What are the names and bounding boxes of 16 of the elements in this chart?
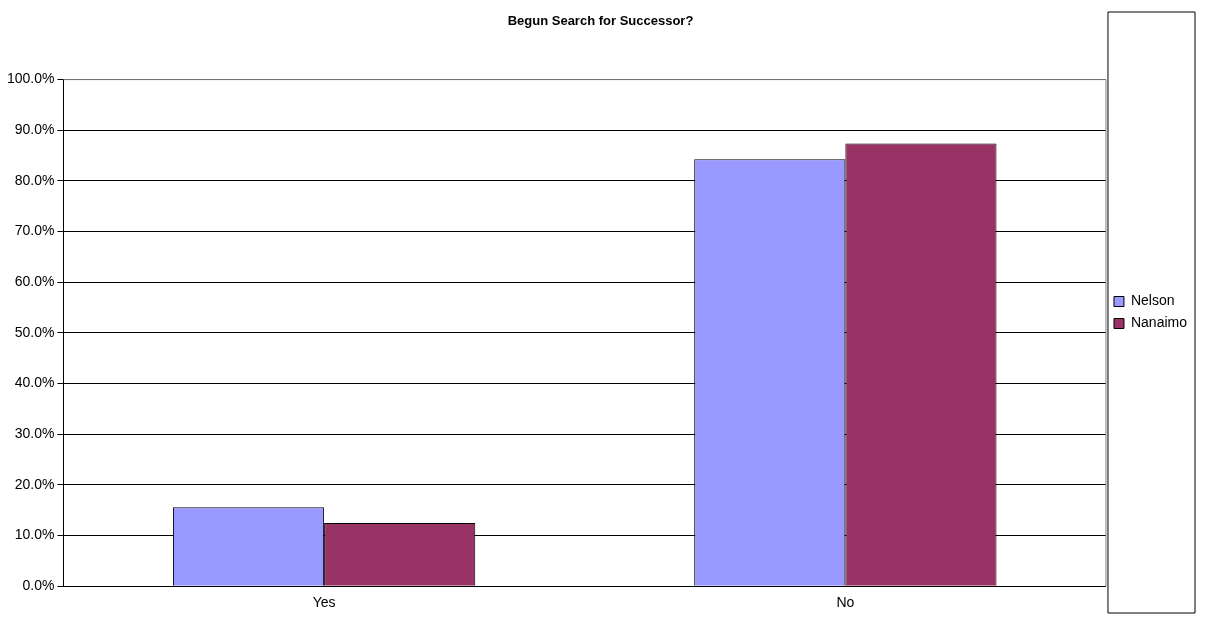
legend-label: Nelson	[1130, 292, 1175, 309]
legend-label: Nanaimo	[1130, 314, 1188, 331]
y-tick-label: 30.0%	[14, 425, 55, 442]
y-tick-label: 60.0%	[14, 273, 55, 290]
x-tick-label: No	[836, 594, 855, 611]
y-tick-label: 20.0%	[14, 475, 55, 492]
y-tick-label: 90.0%	[14, 121, 55, 138]
y-tick-label: 40.0%	[14, 374, 55, 391]
y-tick-label: 0.0%	[22, 577, 55, 594]
y-tick-label: 80.0%	[14, 171, 55, 188]
y-tick-label: 10.0%	[14, 526, 55, 543]
y-tick-label: 50.0%	[14, 323, 55, 340]
y-tick-label: 100.0%	[7, 70, 55, 87]
y-tick-label: 70.0%	[14, 222, 55, 239]
chart-title: Begun Search for Successor?	[507, 13, 694, 29]
x-tick-label: Yes	[312, 594, 336, 611]
